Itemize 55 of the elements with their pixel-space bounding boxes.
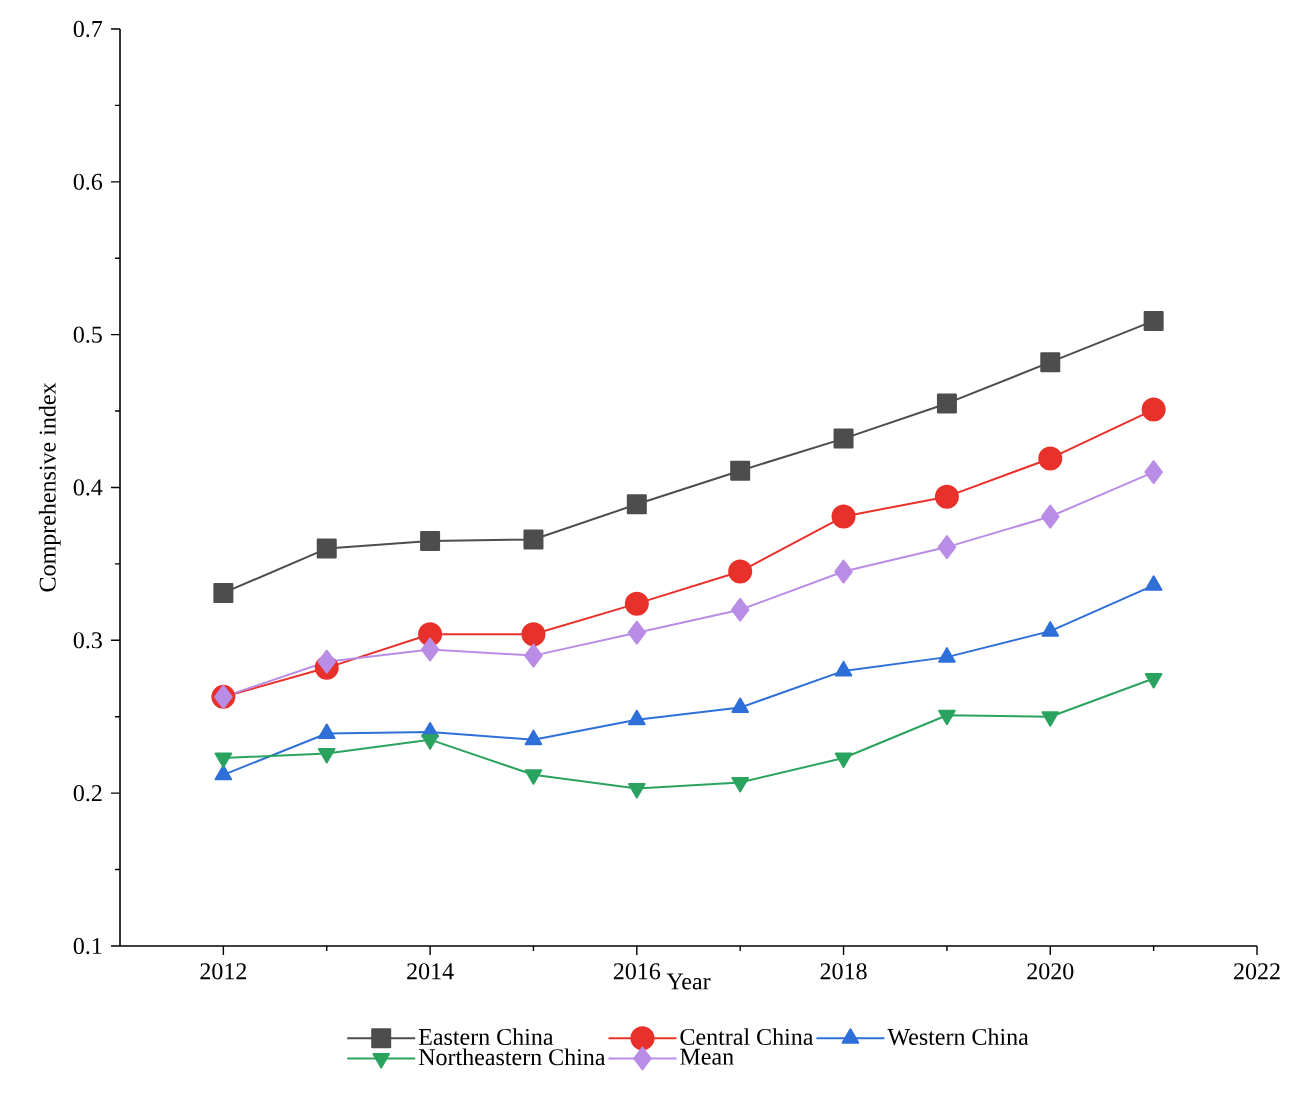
point — [936, 393, 957, 414]
x-tick-label: 2014 — [407, 963, 454, 980]
y-tick-label: 0.1 — [73, 937, 102, 955]
point — [831, 504, 856, 529]
point — [934, 484, 959, 509]
point — [523, 529, 544, 550]
point — [834, 660, 853, 677]
point — [420, 637, 440, 662]
point — [316, 538, 337, 559]
x-tick-label: 2020 — [1027, 963, 1074, 980]
legend-label: Northeastern China — [418, 1048, 606, 1066]
point — [1041, 621, 1060, 637]
point — [833, 428, 854, 449]
point — [317, 723, 336, 740]
point — [214, 764, 233, 781]
point — [728, 559, 753, 584]
point — [1040, 352, 1061, 373]
point — [1041, 504, 1060, 529]
point — [521, 622, 546, 647]
point — [1141, 397, 1166, 422]
point — [937, 535, 957, 560]
y-tick-label: 0.5 — [73, 326, 102, 343]
point — [1143, 310, 1164, 331]
point — [213, 582, 234, 603]
x-tick-label: 2018 — [820, 963, 867, 980]
point — [730, 597, 750, 622]
x-axis-title: Year — [666, 973, 711, 990]
point — [730, 460, 751, 481]
x-tick-label: 2016 — [613, 963, 661, 980]
legend-label: Central China — [680, 1028, 814, 1046]
y-tick-label: 0.7 — [73, 20, 103, 38]
y-tick-label: 0.4 — [73, 479, 103, 496]
point — [626, 494, 647, 515]
y-tick-label: 0.6 — [73, 173, 103, 190]
x-tick-label: 2022 — [1234, 963, 1280, 980]
point — [938, 647, 956, 663]
legend-label: Mean — [680, 1048, 734, 1065]
x-tick-label: 2012 — [200, 963, 247, 980]
y-tick-label: 0.3 — [73, 632, 102, 649]
point — [524, 643, 543, 668]
point — [624, 591, 649, 616]
point — [731, 697, 749, 714]
point — [1144, 575, 1163, 591]
point — [524, 729, 543, 746]
point — [1144, 460, 1163, 485]
point — [628, 709, 646, 726]
legend-label: Western China — [887, 1028, 1029, 1046]
point — [1038, 446, 1063, 471]
y-tick-label: 0.2 — [73, 785, 102, 802]
point — [317, 649, 336, 674]
point — [627, 620, 647, 645]
y-axis-title: Comprehensive index — [38, 382, 61, 592]
point — [834, 559, 853, 584]
legend-label: Eastern China — [418, 1028, 554, 1046]
point — [420, 530, 441, 551]
